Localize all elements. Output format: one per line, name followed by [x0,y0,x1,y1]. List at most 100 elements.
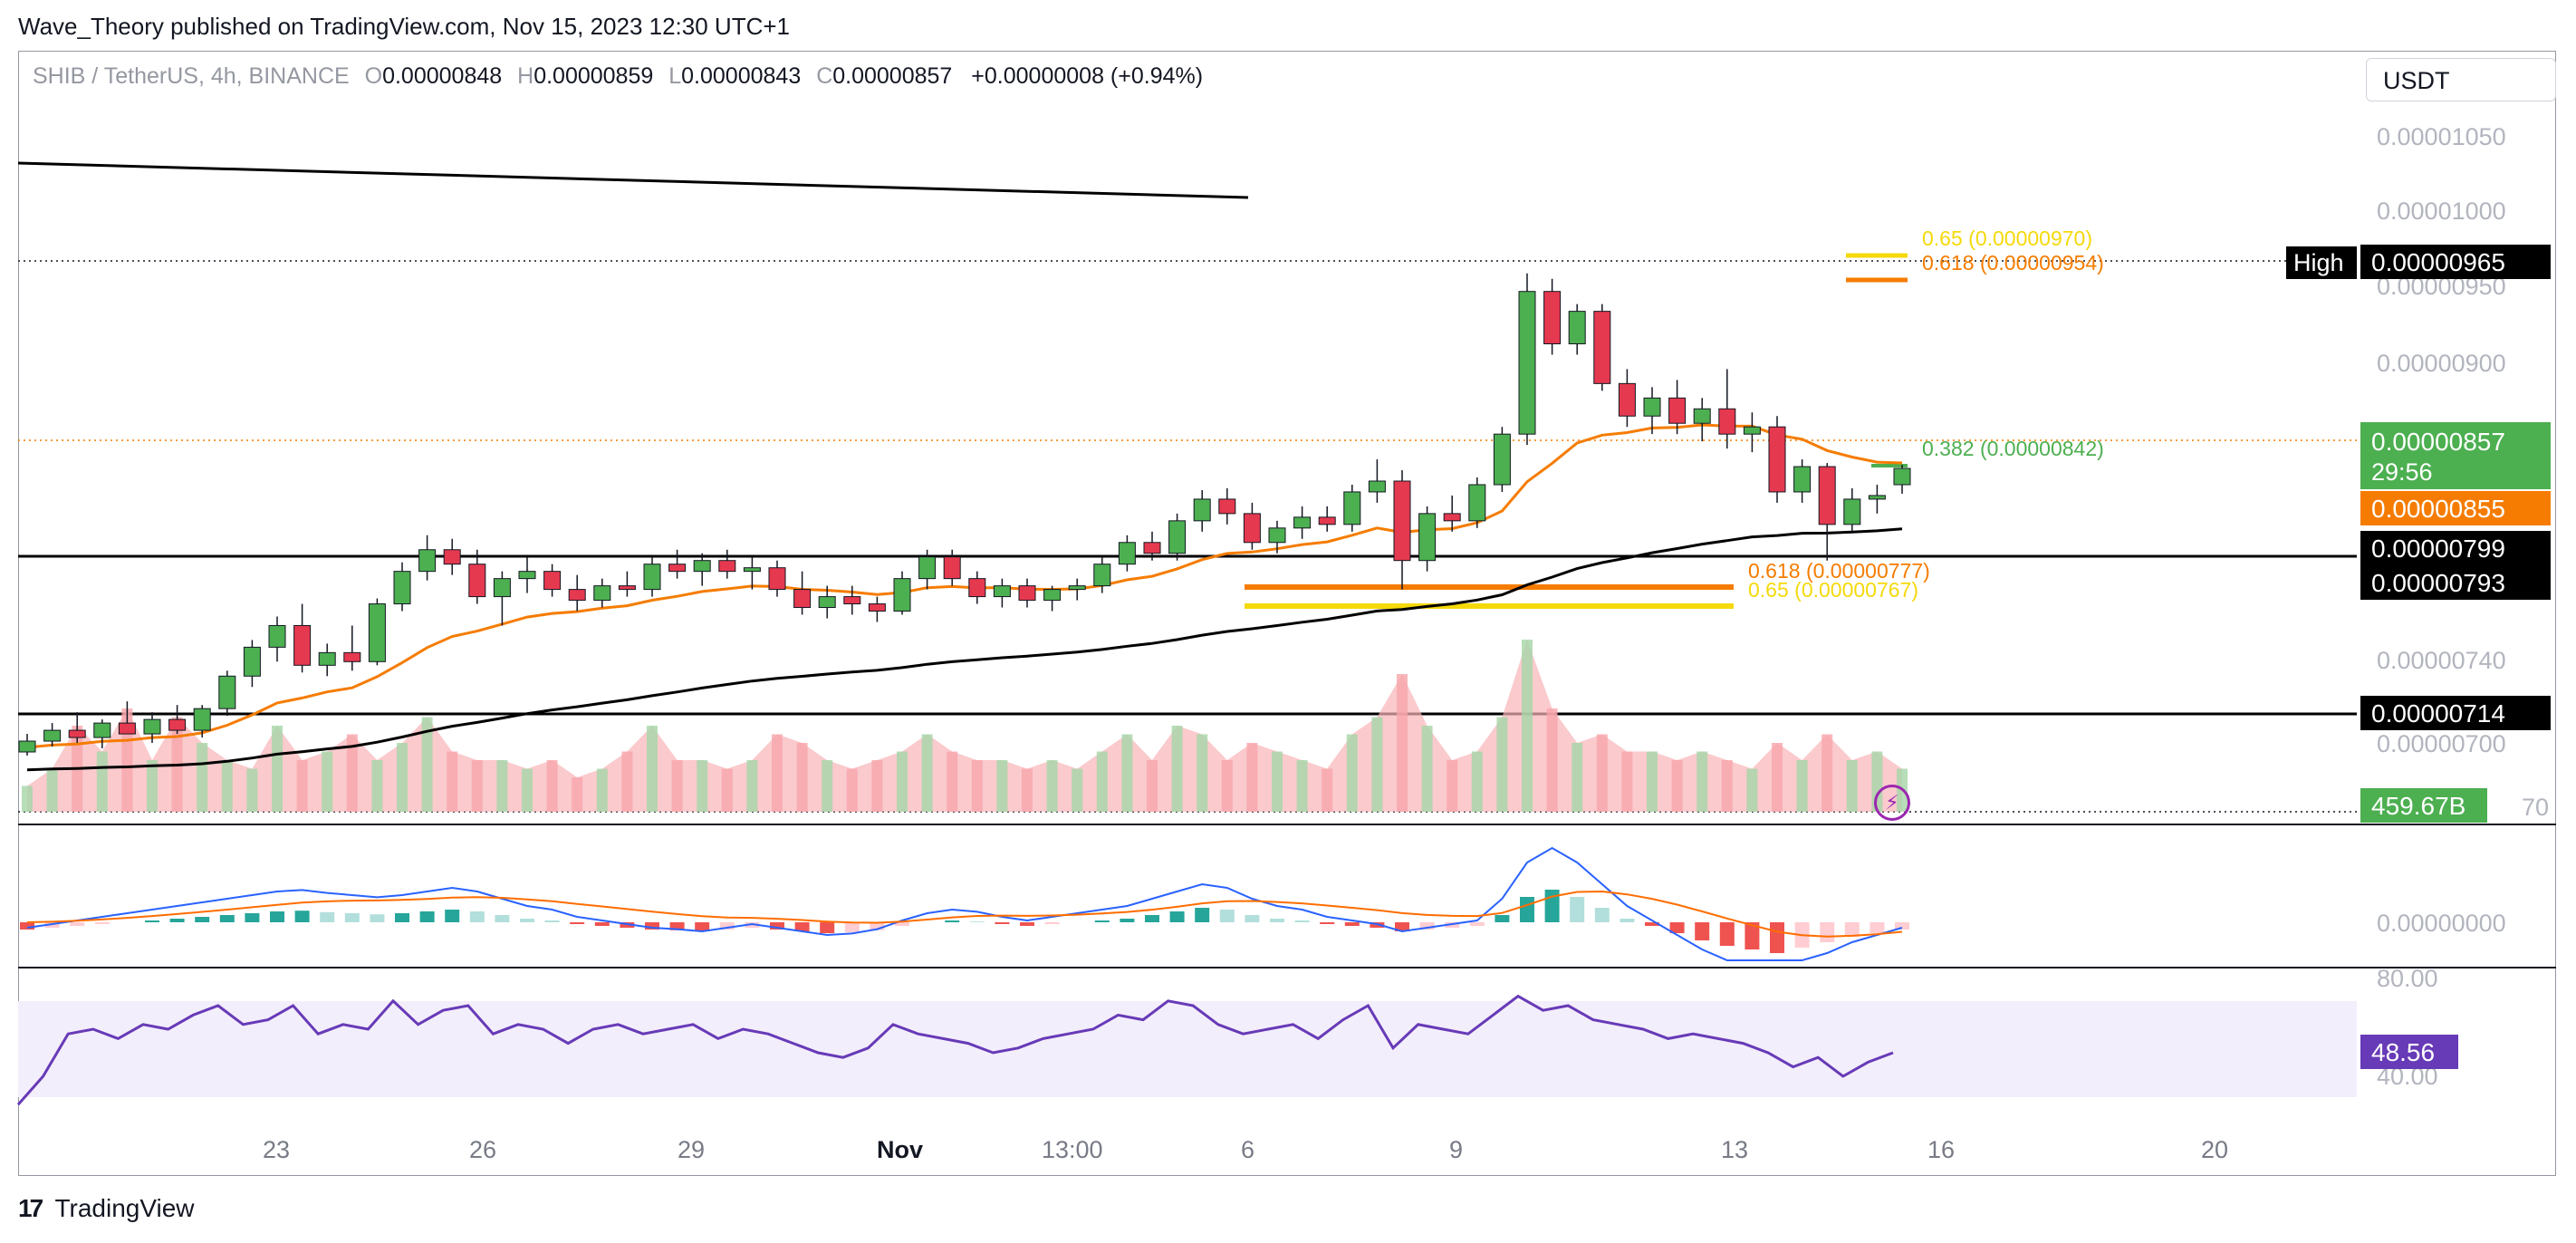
candle-body [1418,513,1437,562]
currency-selector[interactable]: USDT [2366,58,2556,101]
last-price: 0.00000857 [2371,428,2505,456]
candle-body [168,718,187,731]
volume-bar [1796,760,1808,812]
volume-bar [1846,760,1858,812]
macd-bar [1520,897,1534,922]
macd-bar [245,913,260,922]
candle-body [1118,542,1136,565]
macd-bar [645,922,659,930]
volume-bar [22,785,33,812]
high-value: 0.00000965 [2371,248,2505,276]
ema200-value: 0.00000799 [2371,535,2505,563]
volume-bar [1621,751,1633,812]
candle-body [318,651,336,666]
candle-body [743,567,761,573]
macd-bar [1145,915,1159,922]
candle-body [1843,498,1861,525]
candle-body [943,556,961,580]
macd-bar [520,919,534,922]
fib-label-lower-065: 0.65 (0.00000767) [1748,578,1918,602]
volume-bar [1697,751,1708,812]
macd-bar [1169,911,1185,922]
macd-bar [1094,920,1110,922]
volume-bar [322,751,333,812]
volume-bar [346,734,358,812]
candle-body [618,585,636,591]
y-tick: 0.00000740 [2377,647,2506,674]
macd-bar [594,922,610,926]
candle-body [1018,585,1036,602]
macd-bar [1570,897,1585,922]
volume-bar [1522,640,1533,812]
candle-body [468,564,486,598]
macd-bar [1344,922,1360,926]
chart-frame [18,51,2556,1176]
macd-bar [1245,915,1260,922]
macd-bar [1120,919,1135,922]
macd-bar [1294,920,1310,922]
bar-countdown: 29:56 [2371,458,2433,486]
rsi-tag-bg [2360,1035,2458,1069]
macd-bar [1270,919,1284,922]
candle-body [1568,311,1586,345]
footer-brand[interactable]: 17 TradingView [18,1194,195,1223]
candle-body [1368,480,1386,493]
time-axis[interactable]: 23 26 29 Nov 13:00 6 9 13 16 20 [263,1136,2228,1163]
macd-bar [1745,922,1760,949]
candle-body [1243,513,1261,544]
x-tick: Nov [877,1136,923,1163]
macd-bar [570,922,585,924]
volume-bar [1397,674,1408,812]
candle-body [443,549,461,565]
y-tick: 0.00000900 [2377,350,2506,377]
y-tick: 0.00001000 [2377,198,2506,225]
volume-series [22,640,1908,812]
macd-bar [1844,922,1860,937]
macd-bar [895,922,909,926]
flash-icon[interactable]: ⚡ [1874,785,1910,821]
volume-bar [846,768,858,812]
volume-bar [1072,768,1083,812]
volume-bar [96,751,108,812]
volume-bar [572,777,583,812]
high-value: 0.00000859 [533,63,654,89]
volume-bar [897,751,908,812]
macd-line [26,846,1903,961]
macd-bar [1495,915,1510,922]
macd-bar [1870,922,1885,933]
candle-body [1493,433,1511,486]
low-value: 0.00000843 [681,63,802,89]
volume-bar [1096,751,1108,812]
candle-body [1693,408,1711,424]
volume-bar [1671,760,1683,812]
candle-body [218,675,236,709]
volume-bar [1221,760,1233,812]
macd-bar [294,911,310,922]
macd-bar [945,920,960,922]
candle-body [193,708,211,731]
close-value: 0.00000857 [832,63,953,89]
candle-body [293,624,312,666]
symbol-label[interactable]: SHIB / TetherUS, 4h, BINANCE [33,63,350,89]
candle-body [793,589,812,609]
candle-body [1393,480,1411,562]
candle-body [1468,484,1486,522]
candle-body [893,578,911,612]
candle-body [1218,498,1236,515]
candle-body [1143,542,1161,554]
volume-bar [197,743,208,812]
ema200-tag-bg [2360,531,2551,565]
candle-body [918,556,937,580]
volume-bar [397,743,408,812]
volume-bar [1447,760,1458,812]
fib-label-lower-0618: 0.618 (0.00000777) [1748,559,1930,583]
x-tick: 23 [263,1136,290,1163]
macd-bar [995,922,1010,924]
candle-body [1168,520,1187,554]
volume-bar [421,717,433,812]
x-tick: 26 [469,1136,496,1163]
candle-body [1793,466,1812,493]
macd-bar [445,910,460,922]
open-value: 0.00000848 [382,63,503,89]
